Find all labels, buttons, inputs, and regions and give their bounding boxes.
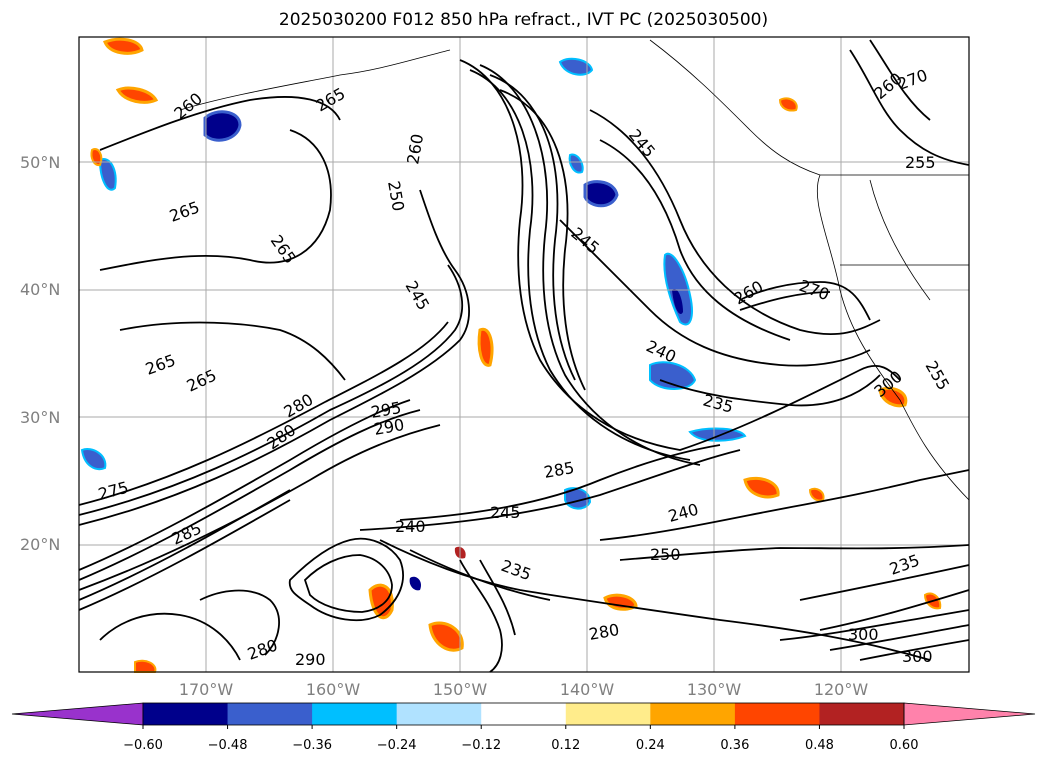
contour-label: 245 <box>490 503 521 522</box>
colorbar-tick-label: −0.12 <box>461 738 502 753</box>
colorbar-tick-label: 0.60 <box>889 738 919 753</box>
contour-label: 240 <box>395 517 426 536</box>
lon-label: 120°W <box>813 680 869 699</box>
colorbar-tick-label: 0.24 <box>635 738 665 753</box>
colorbar-extend-high <box>903 702 1036 726</box>
colorbar-tick-label: 0.12 <box>551 738 581 753</box>
lon-label: 150°W <box>432 680 488 699</box>
colorbar-segment <box>650 703 736 725</box>
colorbar-segment <box>143 703 229 725</box>
coastlines <box>179 39 970 501</box>
lon-label: 170°W <box>178 680 234 699</box>
map-title: 2025030200 F012 850 hPa refract., IVT PC… <box>278 10 769 30</box>
colorbar-outline <box>142 702 905 726</box>
lon-label: 140°W <box>559 680 615 699</box>
gridlines <box>79 37 969 672</box>
contour-lines <box>78 39 970 673</box>
contour-label: 250 <box>650 545 681 564</box>
lon-label: 160°W <box>305 680 361 699</box>
colorbar-segment <box>819 703 905 725</box>
contour-label: 290 <box>295 650 326 669</box>
colorbar-segment <box>565 703 651 725</box>
lat-label: 20°N <box>20 535 61 554</box>
contour-label: 300 <box>902 647 933 666</box>
colorbar-tick-label: −0.48 <box>207 738 248 753</box>
map-plot: 260 265 265 265 265 265 250 260 245 245 … <box>78 36 970 673</box>
colorbar-segment <box>396 703 482 725</box>
colorbar-tick-label: −0.60 <box>123 738 163 753</box>
contour-label: 300 <box>848 625 879 644</box>
negative-anomaly-patches <box>80 57 747 591</box>
contour-label-group: 260 265 265 265 265 265 250 260 245 245 … <box>96 65 953 669</box>
colorbar-segment <box>227 703 313 725</box>
colorbar-tick-label: −0.24 <box>376 738 417 753</box>
plot-area <box>79 37 969 672</box>
lon-label: 130°W <box>686 680 742 699</box>
positive-anomaly-patches <box>90 37 942 673</box>
plot-frame <box>78 36 970 673</box>
colorbar-tick-label: 0.36 <box>720 738 750 753</box>
colorbar-tick-label: 0.48 <box>804 738 834 753</box>
colorbar-extend-low <box>11 702 144 726</box>
lat-label: 30°N <box>20 407 61 427</box>
lat-label: 50°N <box>20 152 61 172</box>
colorbar-segment <box>481 703 567 725</box>
colorbar-segment <box>312 703 398 725</box>
colorbar-tick-label: −0.36 <box>292 738 333 753</box>
contour-label: 255 <box>905 153 936 172</box>
lat-label: 40°N <box>20 280 61 299</box>
colorbar-segment <box>734 703 820 725</box>
